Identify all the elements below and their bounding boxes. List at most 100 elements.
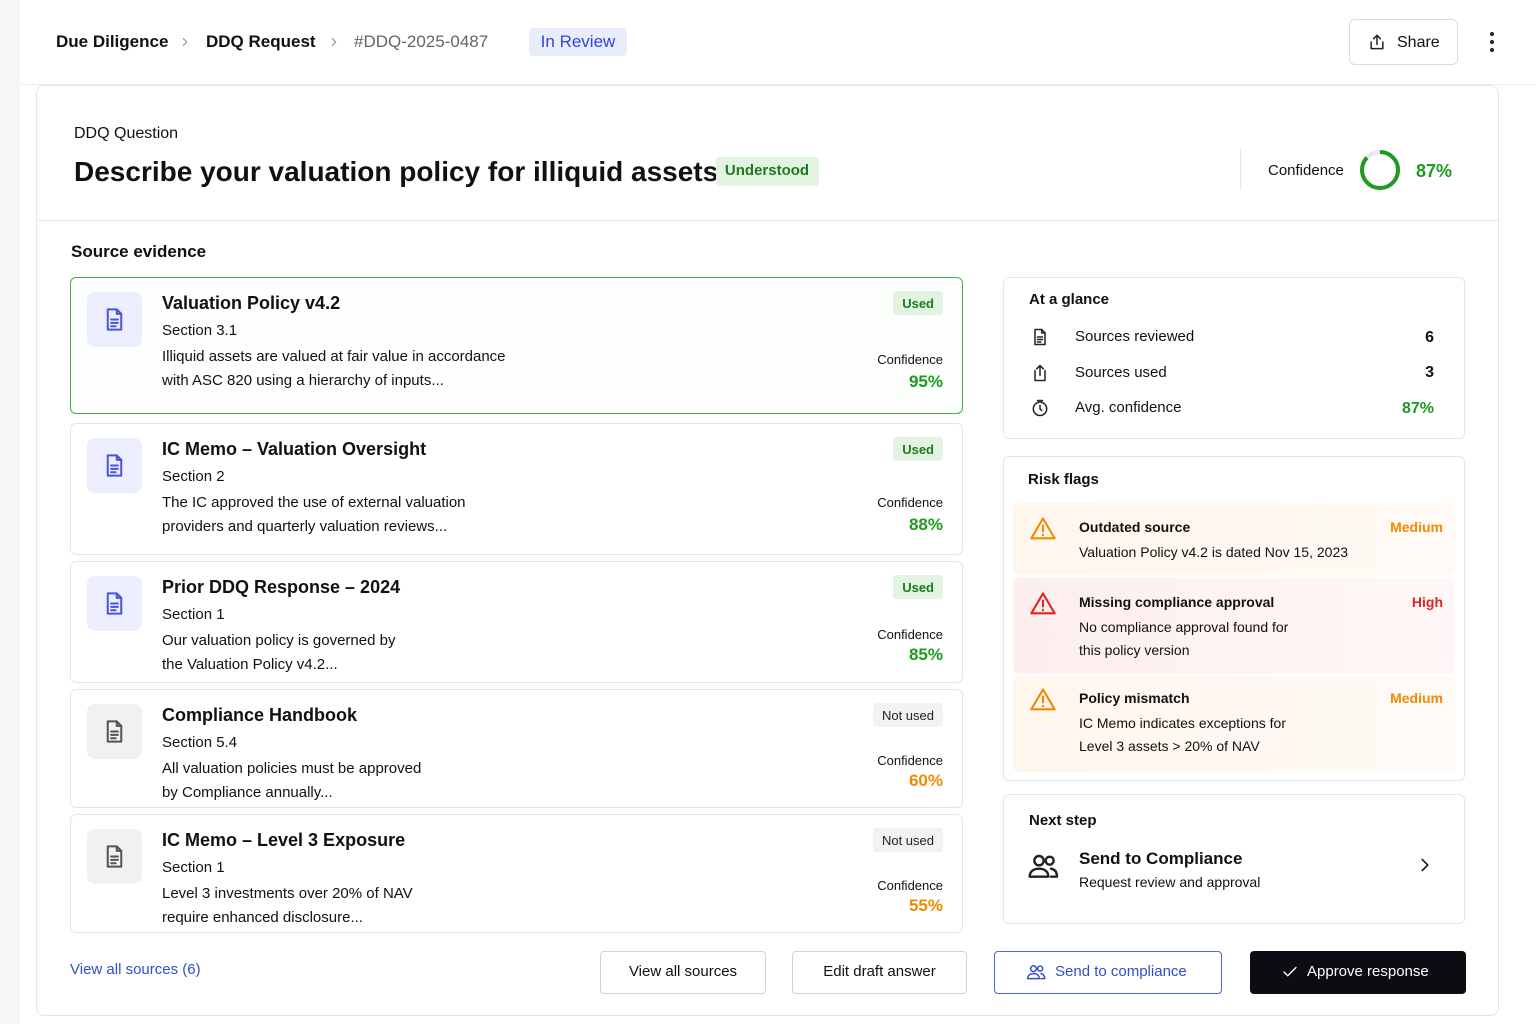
people-icon: [1028, 854, 1059, 878]
next-action: Send to Compliance: [1079, 849, 1243, 868]
status-text: Used: [902, 441, 934, 457]
share-button[interactable]: [1349, 19, 1458, 65]
source-card[interactable]: [70, 561, 963, 683]
glance-icon: [1032, 399, 1048, 417]
understood-text: Understood: [724, 162, 810, 179]
glance-value: 6: [1425, 328, 1434, 346]
confidence-label: Confidence: [877, 351, 943, 367]
action-button[interactable]: [994, 951, 1222, 994]
question-divider-v: [1240, 148, 1241, 190]
menu-dot: [1490, 32, 1494, 36]
main-card: [36, 85, 1499, 1016]
warning-icon: [1030, 517, 1056, 540]
button-text: Approve response: [1307, 963, 1429, 980]
action-button[interactable]: [792, 951, 967, 994]
risk-severity: High: [1411, 594, 1443, 610]
source-excerpt: Illiquid assets are valued at fair value…: [162, 348, 506, 365]
risk-line: Valuation Policy v4.2 is dated Nov 15, 2…: [1079, 544, 1349, 560]
risk-line: Level 3 assets > 20% of NAV: [1079, 738, 1260, 754]
icon-part: [1421, 858, 1429, 872]
source-title: Prior DDQ Response – 2024: [162, 576, 401, 597]
icon-part: [106, 720, 123, 743]
source-card[interactable]: [70, 814, 963, 933]
action-button[interactable]: [1250, 951, 1466, 994]
glance-label: Sources used: [1075, 363, 1167, 381]
understood-badge: [716, 157, 819, 186]
confidence-label: Confidence: [1268, 162, 1344, 179]
icon-part: [1026, 972, 1041, 980]
icon-part: [1034, 328, 1046, 346]
source-excerpt: All valuation policies must be approved: [162, 760, 422, 777]
menu-dot: [1490, 40, 1494, 44]
source-title: Compliance Handbook: [162, 704, 358, 725]
icon-part: [106, 454, 123, 477]
header-divider: [20, 84, 1536, 85]
next-card[interactable]: [1003, 794, 1465, 924]
confidence-value: 87%: [1416, 160, 1453, 181]
source-excerpt: by Compliance annually...: [162, 784, 333, 801]
icon-part: [106, 592, 123, 615]
icon-part: [110, 730, 119, 740]
doc-icon: [106, 845, 123, 868]
icon-part: [115, 592, 123, 599]
icon-part: [1034, 369, 1046, 381]
icon-part: [1032, 401, 1048, 417]
icon-part: [110, 464, 119, 474]
status-badge: [529, 28, 627, 56]
panel-title: Risk flags: [1028, 471, 1099, 488]
icon-part: [1036, 399, 1044, 412]
confidence-label: Confidence: [877, 752, 943, 768]
doc-icon: [106, 308, 123, 331]
icon-part: [110, 318, 119, 328]
source-card[interactable]: [70, 689, 963, 808]
glance-value: 87%: [1401, 399, 1434, 417]
icon-part: [1040, 972, 1046, 980]
risk-line: No compliance approval found for: [1079, 619, 1289, 635]
risk-line: IC Memo indicates exceptions for: [1079, 715, 1286, 731]
question-label: DDQ Question: [74, 124, 179, 142]
glance-value: 3: [1425, 364, 1434, 381]
status-badge: [873, 828, 943, 852]
view-sources-link: View all sources (6): [70, 961, 201, 978]
icon-part: [1028, 867, 1050, 878]
icon-part: [115, 454, 123, 461]
source-title: IC Memo – Level 3 Exposure: [162, 829, 406, 850]
icon-part: [1036, 965, 1044, 972]
breadcrumb-item: #DDQ-2025-0487: [354, 32, 489, 51]
section-title: Source evidence: [71, 242, 207, 261]
source-section: Section 1: [162, 606, 225, 623]
icon-part: [1283, 966, 1297, 977]
panel-title: Next step: [1029, 812, 1097, 829]
icon-part: [106, 308, 123, 331]
icon-part: [1030, 592, 1056, 615]
confidence-label: Confidence: [877, 877, 943, 893]
icon-part: [1029, 965, 1038, 973]
glance-label: Avg. confidence: [1075, 399, 1182, 416]
icon-part: [1040, 328, 1046, 334]
check-icon: [1283, 966, 1297, 977]
source-excerpt: with ASC 820 using a hierarchy of inputs…: [162, 372, 444, 389]
button-text: Edit draft answer: [823, 963, 936, 980]
icon-part: [1372, 34, 1382, 46]
risk-card: [1003, 456, 1465, 781]
confidence-label: Confidence: [877, 626, 943, 642]
ring-arc: [1360, 150, 1400, 190]
source-card[interactable]: [70, 423, 963, 555]
risk-title: Policy mismatch: [1079, 690, 1190, 706]
icon-part: [1370, 41, 1384, 50]
breadcrumb-item: Due Diligence: [56, 32, 169, 51]
source-card[interactable]: [70, 277, 963, 414]
risk-item: [1013, 503, 1455, 575]
source-excerpt: Our valuation policy is governed by: [162, 632, 396, 649]
action-button[interactable]: [600, 951, 766, 994]
share-text: Share: [1397, 33, 1440, 51]
source-section: Section 2: [162, 468, 225, 485]
confidence-value: 95%: [908, 372, 943, 391]
chevron-right: [1421, 858, 1429, 872]
breadcrumb-chevron: [331, 37, 337, 47]
source-title: Valuation Policy v4.2: [162, 292, 341, 313]
status-badge: [893, 291, 943, 315]
status-text: Used: [902, 579, 934, 595]
icon-part: [1035, 364, 1045, 376]
